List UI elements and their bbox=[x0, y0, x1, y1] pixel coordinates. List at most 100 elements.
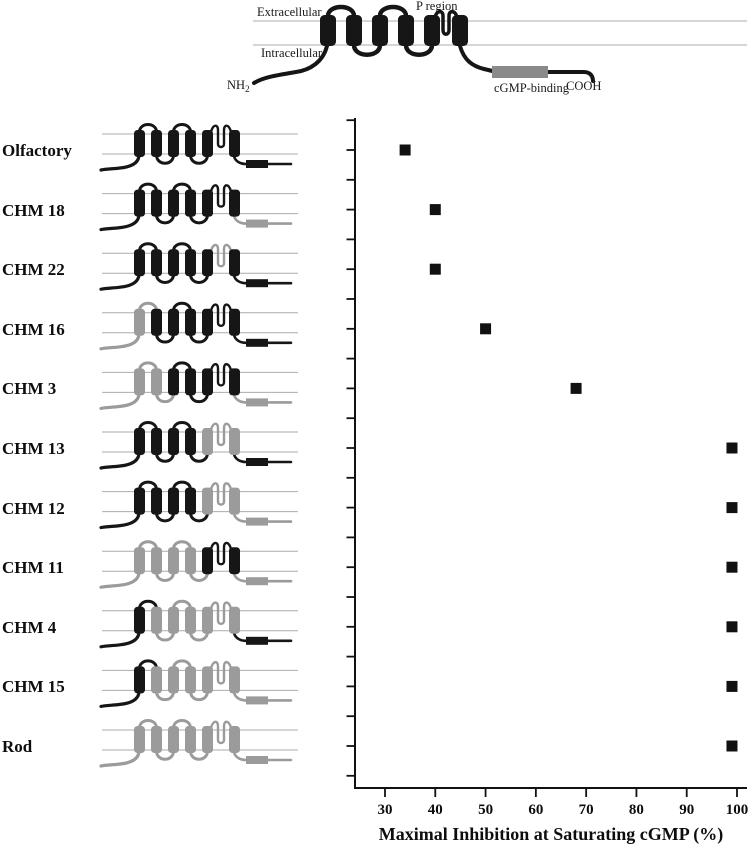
extracellular-label: Extracellular bbox=[257, 5, 322, 19]
mini-tm-segment bbox=[185, 487, 196, 515]
x-tick-label: 50 bbox=[478, 802, 493, 818]
mini-tm-segment bbox=[202, 308, 213, 336]
mini-tm-segment bbox=[168, 368, 179, 396]
mini-loop bbox=[155, 749, 175, 761]
tm-segment-s3 bbox=[372, 15, 388, 46]
data-point bbox=[399, 144, 411, 156]
mini-loop bbox=[138, 480, 158, 492]
mini-pore-loop bbox=[209, 362, 233, 387]
plot-axes bbox=[354, 118, 747, 789]
mini-tm-segment bbox=[202, 189, 213, 217]
mini-tm-segment bbox=[134, 606, 145, 634]
mini-tm-segment bbox=[151, 249, 162, 277]
mini-loop bbox=[189, 272, 209, 284]
mini-pore-loop bbox=[209, 303, 233, 327]
mini-tm-segment bbox=[202, 666, 213, 694]
row-label-chm15: CHM 15 bbox=[2, 677, 65, 696]
x-tick-label: 70 bbox=[579, 802, 594, 818]
mini-c-terminus bbox=[232, 273, 293, 285]
mini-loop bbox=[138, 540, 158, 551]
mini-loop bbox=[172, 599, 192, 611]
mini-cgmp-binding-box bbox=[246, 160, 268, 168]
mini-loop bbox=[189, 630, 209, 642]
mini-n-terminus bbox=[99, 154, 141, 172]
mini-tm-segment bbox=[134, 130, 145, 157]
chimera-schematic bbox=[99, 599, 298, 649]
data-point bbox=[726, 680, 738, 692]
mini-tm-segment bbox=[151, 666, 162, 694]
chimera-schematic bbox=[99, 480, 298, 530]
tm-segment-s2 bbox=[346, 15, 362, 46]
mini-tm-segment bbox=[202, 726, 213, 753]
mini-pore-loop bbox=[209, 720, 233, 745]
mini-tm-segment bbox=[229, 308, 240, 336]
mini-c-terminus bbox=[232, 631, 293, 643]
mini-loop bbox=[189, 511, 209, 523]
mini-pore-loop bbox=[209, 601, 233, 625]
mini-loop bbox=[189, 570, 209, 582]
mini-loop bbox=[172, 123, 192, 134]
mini-loop bbox=[138, 242, 158, 253]
data-point bbox=[570, 382, 582, 394]
mini-tm-segment bbox=[229, 189, 240, 217]
mini-tm-segment bbox=[202, 130, 213, 157]
data-point bbox=[726, 442, 738, 454]
mini-pore-loop bbox=[209, 660, 233, 685]
mini-tm-segment bbox=[202, 547, 213, 575]
mini-tm-segment bbox=[229, 428, 240, 455]
data-point bbox=[726, 740, 738, 752]
mini-c-terminus bbox=[232, 214, 293, 225]
mini-pore-loop bbox=[209, 184, 233, 208]
extracellular-loop-s3-s4 bbox=[377, 4, 409, 19]
mini-pore-loop bbox=[209, 124, 233, 149]
data-point bbox=[726, 502, 738, 514]
mini-loop bbox=[189, 451, 209, 463]
mini-cgmp-binding-box bbox=[246, 517, 268, 526]
mini-loop bbox=[189, 213, 209, 225]
cooh-label: COOH bbox=[566, 79, 601, 93]
mini-tm-segment bbox=[229, 666, 240, 694]
mini-tm-segment bbox=[134, 487, 145, 515]
mini-loop bbox=[155, 570, 175, 582]
mini-n-terminus bbox=[99, 571, 141, 589]
mini-tm-segment bbox=[134, 547, 145, 575]
mini-loop bbox=[138, 123, 158, 134]
tm-segment-s6 bbox=[452, 15, 468, 46]
mini-tm-segment bbox=[151, 726, 162, 753]
mini-tm-segment bbox=[229, 130, 240, 157]
mini-loop bbox=[189, 689, 209, 702]
mini-tm-segment bbox=[229, 606, 240, 634]
mini-loop bbox=[138, 599, 158, 611]
chimera-schematic bbox=[99, 659, 298, 708]
mini-loop bbox=[155, 332, 175, 344]
mini-tm-segment bbox=[185, 189, 196, 217]
mini-tm-segment bbox=[134, 368, 145, 396]
mini-c-terminus bbox=[232, 571, 293, 583]
mini-tm-segment bbox=[168, 547, 179, 575]
chimera-schematic bbox=[99, 421, 298, 470]
mini-tm-segment bbox=[168, 666, 179, 694]
mini-n-terminus bbox=[99, 392, 141, 410]
x-tick-label: 30 bbox=[378, 802, 393, 818]
mini-loop bbox=[155, 511, 175, 523]
mini-cgmp-binding-box bbox=[246, 338, 268, 347]
mini-c-terminus bbox=[232, 691, 293, 702]
tm-segment-s1 bbox=[320, 15, 336, 46]
x-tick-label: 80 bbox=[629, 802, 644, 818]
mini-pore-loop bbox=[209, 482, 233, 506]
data-point bbox=[480, 323, 492, 335]
cgmp-binding-box bbox=[492, 66, 548, 78]
row-label-chm16: CHM 16 bbox=[2, 320, 65, 339]
chimera-schematic bbox=[99, 301, 298, 351]
chimera-schematic bbox=[99, 540, 298, 589]
data-point bbox=[726, 561, 738, 573]
mini-tm-segment bbox=[168, 487, 179, 515]
mini-tm-segment bbox=[134, 428, 145, 455]
mini-tm-segment bbox=[151, 428, 162, 455]
intracellular-loop-s4-s5 bbox=[403, 42, 435, 57]
mini-loop bbox=[155, 689, 175, 702]
intracellular-loop-s2-s3 bbox=[351, 42, 383, 57]
mini-pore-loop bbox=[209, 243, 233, 268]
mini-tm-segment bbox=[134, 308, 145, 336]
